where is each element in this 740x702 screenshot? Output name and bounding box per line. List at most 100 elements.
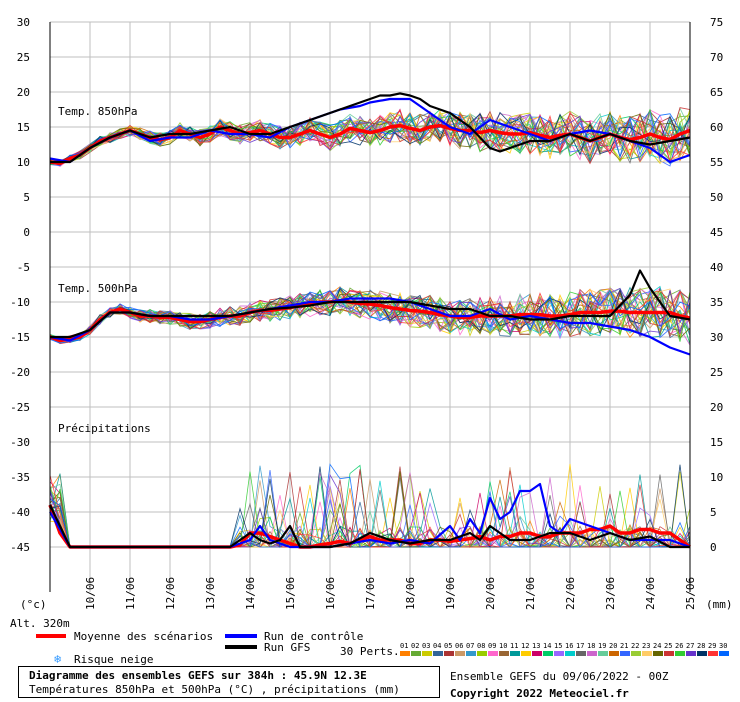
right-tick-label: 35	[710, 296, 723, 309]
right-tick-label: 70	[710, 51, 723, 64]
perturbation-swatch	[411, 651, 421, 656]
perturbation-label: 04	[433, 642, 441, 650]
perturbation-legend: 01 02 03 04 05 06 07 08 09 10 11 12 13 14 15 16 17 18 19 20…	[400, 642, 729, 656]
legend-gfs-label: Run GFS	[264, 641, 310, 654]
right-tick-label: 40	[710, 261, 723, 274]
footer-copyright: Copyright 2022 Meteociel.fr	[450, 687, 629, 700]
run-gfs-temp500-line	[50, 269, 691, 339]
perturbation-label: 22	[631, 642, 639, 650]
perturbation-label: 18	[587, 642, 595, 650]
left-tick-label: 20	[17, 86, 30, 99]
legend-snow-label: Risque neige	[74, 653, 153, 666]
perturbation-swatch	[708, 651, 718, 656]
perturbation-swatch	[675, 651, 685, 656]
perturbation-swatch	[587, 651, 597, 656]
left-tick-label: -45	[10, 541, 30, 554]
perturbation-label: 27	[686, 642, 694, 650]
left-tick-label: 15	[17, 121, 30, 134]
perturbation-swatch	[433, 651, 443, 656]
x-tick-label: 19/06	[444, 577, 457, 610]
perturbation-temp850-line	[49, 111, 691, 166]
perturbation-label: 25	[664, 642, 672, 650]
perturbation-label: 30	[719, 642, 727, 650]
perturbation-label: 15	[554, 642, 562, 650]
perturbation-swatch	[455, 651, 465, 656]
left-tick-label: -35	[10, 471, 30, 484]
right-tick-label: 50	[710, 191, 723, 204]
right-tick-label: 20	[710, 401, 723, 414]
run-gfs-precip-line	[49, 504, 690, 549]
perturbation-label: 23	[642, 642, 650, 650]
panel-label-precip: Précipitations	[58, 422, 151, 435]
perturbation-temp500-line	[49, 285, 691, 341]
perturbation-swatch	[499, 651, 509, 656]
perturbation-temp850-line	[49, 111, 691, 164]
right-tick-label: 10	[710, 471, 723, 484]
snowflake-icon: ❄	[54, 652, 61, 666]
left-tick-label: 25	[17, 51, 30, 64]
x-tick-label: 13/06	[204, 577, 217, 610]
perturbation-swatch	[422, 651, 432, 656]
perturbation-swatch	[620, 651, 630, 656]
right-tick-label: 30	[710, 331, 723, 344]
right-tick-label: 45	[710, 226, 723, 239]
perturbation-swatch	[400, 651, 410, 656]
perturbation-swatch	[510, 651, 520, 656]
perturbation-label: 08	[477, 642, 485, 650]
run-de-contr-le-temp850-line	[49, 97, 691, 164]
perturbation-swatch	[686, 651, 696, 656]
axes	[49, 22, 691, 592]
perturbation-label: 12	[521, 642, 529, 650]
perturbation-swatch	[565, 651, 575, 656]
x-tick-label: 23/06	[604, 577, 617, 610]
left-tick-label: -40	[10, 506, 30, 519]
x-tick-label: 20/06	[484, 577, 497, 610]
perturbation-label: 01	[400, 642, 408, 650]
x-tick-label: 17/06	[364, 577, 377, 610]
perturbation-label: 05	[444, 642, 452, 650]
left-tick-label: 5	[23, 191, 30, 204]
perturbation-label: 24	[653, 642, 661, 650]
run-de-contr-le-precip-line	[49, 482, 691, 549]
perturbation-label: 29	[708, 642, 716, 650]
x-tick-label: 15/06	[284, 577, 297, 610]
left-tick-label: -10	[10, 296, 30, 309]
left-tick-label: -20	[10, 366, 30, 379]
perturbation-swatch	[664, 651, 674, 656]
right-tick-label: 60	[710, 121, 723, 134]
right-tick-label: 5	[710, 506, 717, 519]
perturbation-swatch	[554, 651, 564, 656]
perturbation-label: 03	[422, 642, 430, 650]
right-tick-label: 0	[710, 541, 717, 554]
x-tick-label: 12/06	[164, 577, 177, 610]
perturbation-swatch	[697, 651, 707, 656]
perturbation-swatch	[642, 651, 652, 656]
x-tick-label: 25/06	[684, 577, 697, 610]
perturbation-swatch	[444, 651, 454, 656]
legend-mean-label: Moyenne des scénarios	[74, 630, 213, 643]
main-series-lines	[48, 92, 692, 549]
perturbation-temp850-line	[49, 112, 691, 164]
panel-label-500: Temp. 500hPa	[58, 282, 137, 295]
perturbation-swatch	[477, 651, 487, 656]
perturbation-label: 07	[466, 642, 474, 650]
perturbation-label: 21	[620, 642, 628, 650]
perturbation-swatch	[488, 651, 498, 656]
left-unit-label: (°c)	[20, 598, 47, 611]
perturbation-swatch	[576, 651, 586, 656]
perturbation-swatch	[609, 651, 619, 656]
x-tick-label: 24/06	[644, 577, 657, 610]
footer-subtitle: Températures 850hPa et 500hPa (°C) , pré…	[29, 683, 400, 696]
panel-label-850: Temp. 850hPa	[58, 105, 137, 118]
perturbation-label: 19	[598, 642, 606, 650]
left-tick-label: 10	[17, 156, 30, 169]
x-tick-label: 11/06	[124, 577, 137, 610]
run-gfs-temp850-line	[50, 92, 691, 164]
perturbation-swatch	[521, 651, 531, 656]
altitude-label: Alt. 320m	[10, 617, 70, 630]
perturbation-swatch	[598, 651, 608, 656]
perturbation-swatch	[631, 651, 641, 656]
left-tick-label: 30	[17, 16, 30, 29]
right-tick-label: 75	[710, 16, 723, 29]
